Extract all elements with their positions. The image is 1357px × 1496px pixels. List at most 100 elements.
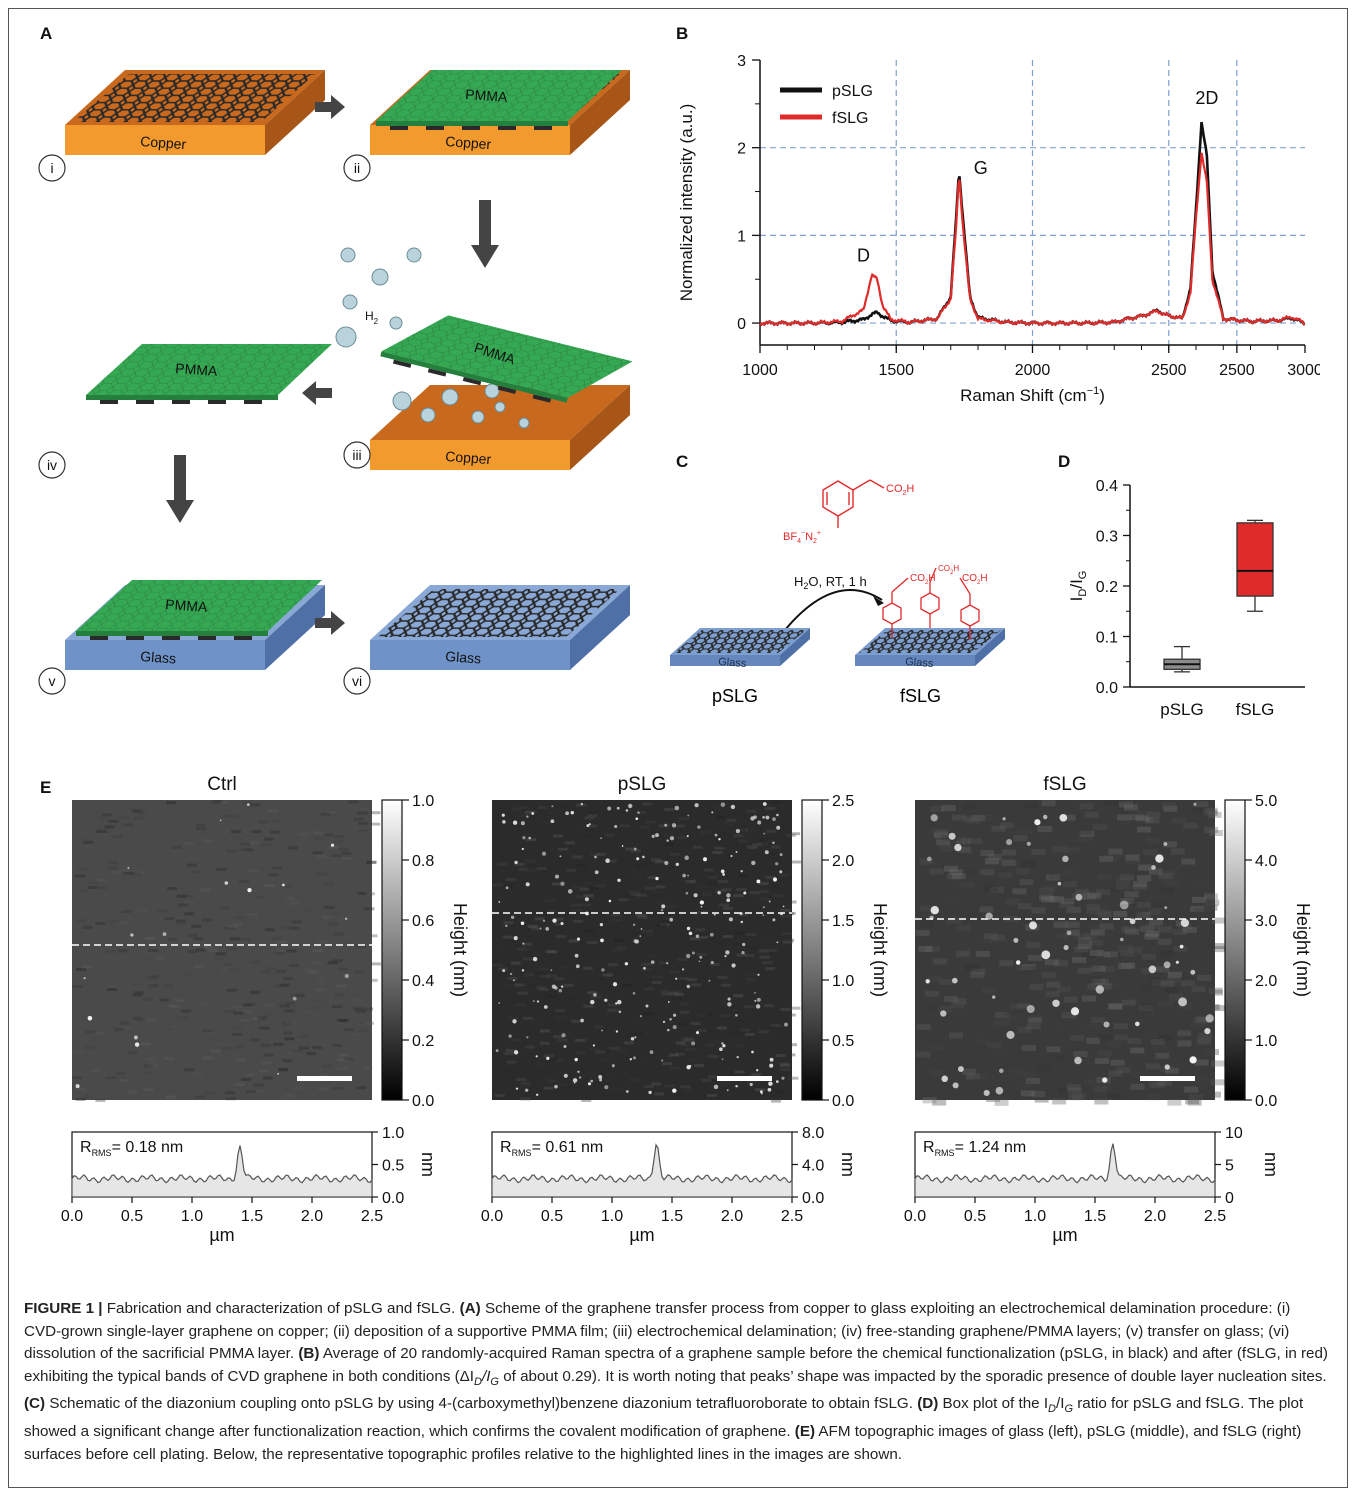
peak-label-2d: 2D: [1195, 88, 1218, 108]
afm-texture: [359, 807, 370, 811]
afm-texture: [346, 1073, 357, 1076]
afm-particle: [572, 1078, 578, 1083]
afm-particle: [1204, 1028, 1211, 1035]
afm-texture: [689, 1048, 699, 1052]
afm-texture: [1191, 986, 1206, 993]
afm-texture: [261, 1061, 272, 1065]
afm-particle: [742, 942, 746, 947]
afm-texture: [660, 923, 670, 927]
afm-texture: [1015, 964, 1030, 971]
afm-particle: [615, 1030, 619, 1033]
afm-texture: [1172, 926, 1187, 932]
afm-texture: [1070, 1035, 1084, 1042]
afm-texture: [785, 833, 796, 837]
afm-particle: [650, 960, 655, 964]
afm-texture: [636, 842, 647, 845]
afm-particle: [722, 873, 725, 876]
afm-texture: [965, 964, 979, 971]
afm-texture: [542, 821, 553, 825]
afm-texture: [662, 1062, 673, 1066]
afm-particle: [740, 920, 744, 924]
afm-particle: [539, 927, 542, 930]
afm-texture: [1041, 800, 1056, 807]
afm-texture: [547, 1019, 558, 1023]
afm-texture: [251, 830, 262, 834]
afm-particle: [498, 900, 501, 903]
afm-texture: [919, 905, 934, 912]
colorbar-tick-label: 2.5: [832, 793, 854, 810]
afm-texture: [949, 1032, 963, 1039]
afm-texture: [1214, 1005, 1229, 1012]
afm-texture: [555, 1016, 566, 1020]
glass-label: Glass: [445, 648, 482, 666]
afm-texture: [612, 948, 623, 952]
afm-texture: [999, 822, 1014, 829]
afm-texture: [187, 949, 198, 953]
afm-texture: [1008, 990, 1023, 996]
afm-texture: [757, 842, 768, 846]
afm-texture: [1153, 817, 1167, 824]
profile-x-label: µm: [1052, 1225, 1077, 1245]
profile-y-tick-label: 10: [1225, 1125, 1243, 1142]
afm-texture: [331, 1037, 342, 1041]
afm-particle: [754, 991, 756, 994]
afm-particle: [730, 854, 733, 858]
afm-texture: [157, 909, 168, 913]
afm-particle: [682, 873, 686, 878]
afm-texture: [720, 983, 731, 987]
afm-particle: [588, 823, 591, 826]
afm-texture: [538, 967, 549, 971]
afm-texture: [367, 978, 378, 982]
afm-particle: [686, 953, 691, 959]
afm-texture: [734, 1070, 745, 1074]
afm-texture: [718, 880, 729, 884]
afm-texture: [1096, 889, 1111, 895]
afm-texture: [768, 1038, 779, 1042]
colorbar-tick-label: 2.0: [1255, 973, 1277, 990]
afm-particle: [735, 1013, 738, 1017]
afm-particle: [772, 918, 776, 922]
afm-texture: [327, 961, 338, 965]
afm-texture: [1021, 1045, 1036, 1051]
afm-texture: [618, 955, 629, 959]
afm-texture: [1040, 826, 1054, 833]
afm-texture: [787, 1043, 797, 1047]
copper-label: Copper: [445, 448, 492, 467]
afm-texture: [930, 828, 944, 835]
afm-texture: [575, 895, 585, 899]
afm-texture: [316, 940, 327, 944]
afm-particle: [513, 1050, 519, 1055]
afm-texture: [522, 957, 533, 961]
afm-texture: [1108, 1003, 1123, 1009]
afm-texture: [366, 860, 377, 864]
afm-texture: [946, 873, 961, 880]
afm-texture: [664, 842, 675, 846]
afm-particle: [1059, 813, 1068, 822]
afm-texture: [722, 823, 732, 826]
afm-texture: [947, 917, 961, 924]
colorbar-tick-label: 1.0: [1255, 1033, 1277, 1050]
afm-texture: [318, 1087, 329, 1091]
afm-texture: [1121, 926, 1136, 933]
afm-texture: [602, 973, 613, 977]
afm-texture: [925, 946, 940, 952]
afm-particle: [672, 1088, 677, 1093]
afm-texture: [155, 957, 165, 960]
glass-label: Glass: [140, 648, 177, 666]
profile-x-tick-label: 1.5: [1084, 1208, 1106, 1225]
scale-bar: [297, 1076, 352, 1081]
afm-texture: [337, 1067, 348, 1071]
afm-texture: [1003, 915, 1018, 922]
afm-texture: [595, 1050, 606, 1054]
afm-texture: [1061, 1012, 1076, 1019]
afm-texture: [677, 958, 688, 961]
afm-texture: [119, 869, 130, 873]
afm-texture: [950, 1002, 965, 1009]
afm-texture: [701, 1078, 712, 1082]
afm-particle: [736, 1055, 739, 1059]
afm-texture: [1145, 923, 1159, 930]
afm-texture: [524, 810, 535, 814]
afm-texture: [292, 954, 303, 958]
afm-particle: [617, 878, 621, 883]
afm-particle: [741, 950, 745, 955]
